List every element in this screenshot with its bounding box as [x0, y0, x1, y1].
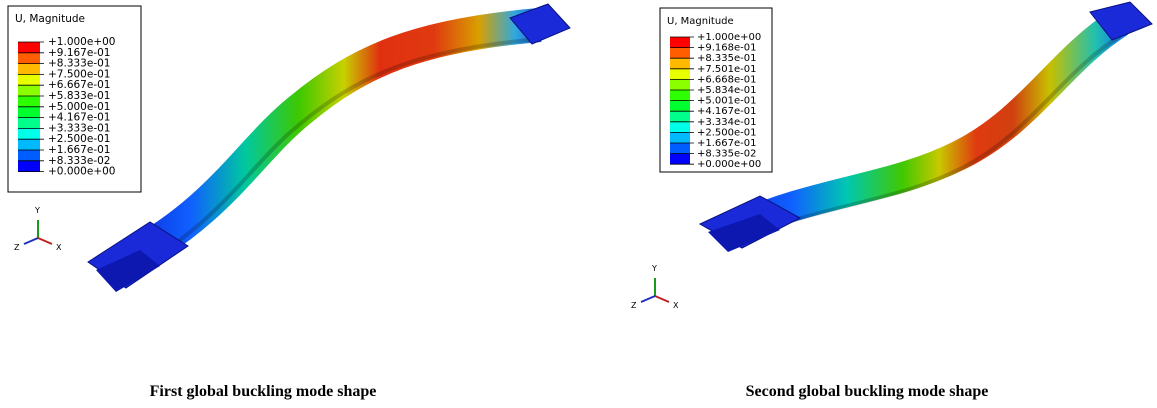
legend-color-band	[670, 37, 690, 48]
legend-label: +9.167e-01	[48, 47, 110, 59]
legend-color-band	[670, 121, 690, 133]
legend-label: +2.500e-01	[697, 127, 757, 138]
triad-label: X	[56, 243, 62, 252]
axis-triad: Y Z X	[14, 206, 62, 252]
legend-label: +5.833e-01	[48, 90, 110, 102]
legend-color-band	[670, 47, 690, 59]
legend-label: +4.167e-01	[48, 112, 110, 124]
legend-label: +1.000e+00	[697, 32, 761, 43]
triad-label: Y	[34, 206, 40, 215]
caption: First global buckling mode shape	[150, 383, 377, 400]
legend-color-band	[670, 58, 690, 69]
legend-color-band	[670, 132, 690, 143]
legend-color-band	[18, 139, 40, 150]
legend-label: +5.834e-01	[697, 85, 757, 96]
legend-label: +0.000e+00	[48, 166, 115, 178]
legend-label: +8.333e-01	[48, 58, 110, 70]
legend-color-band	[670, 79, 690, 90]
legend-label: +1.667e-01	[48, 144, 110, 156]
beam-2	[698, 1, 1153, 252]
triad-label: Y	[651, 264, 657, 273]
legend-label: +0.000e+00	[697, 159, 761, 170]
triad-label: Z	[631, 301, 637, 310]
legend-label: +9.168e-01	[697, 43, 757, 54]
caption: Second global buckling mode shape	[746, 383, 989, 400]
legend-label: +5.001e-01	[697, 96, 757, 107]
legend-color-band	[18, 106, 40, 118]
legend-color-band	[18, 117, 40, 129]
legend-label: +5.000e-01	[48, 101, 110, 113]
legend-title: U, Magnitude	[15, 13, 85, 25]
legend-label: +1.667e-01	[697, 138, 757, 149]
legend-color-band	[18, 160, 40, 172]
legend-color-band	[670, 100, 690, 112]
legend-color-band	[18, 96, 40, 107]
legend-label: +3.333e-01	[48, 122, 110, 134]
legend-color-band	[670, 153, 690, 165]
axis-triad: Y Z X	[631, 264, 679, 310]
legend-label: +2.500e-01	[48, 133, 110, 145]
legend-label: +6.667e-01	[48, 79, 110, 91]
legend-color-band	[670, 68, 690, 80]
legend-label: +8.335e-01	[697, 53, 757, 64]
triad-label: Z	[14, 243, 20, 252]
legend-label: +1.000e+00	[48, 36, 115, 48]
legend-color-band	[18, 85, 40, 96]
legend-color-band	[670, 90, 690, 101]
triad-label: X	[673, 301, 679, 310]
legend-label: +8.333e-02	[48, 155, 110, 167]
legend-color-band	[18, 63, 40, 75]
legend-color-band	[18, 74, 40, 86]
legend-label: +7.501e-01	[697, 64, 757, 75]
legend-label: +8.335e-02	[697, 149, 757, 160]
legend-color-band	[18, 128, 40, 140]
legend-color-band	[18, 52, 40, 64]
legend-color-band	[18, 42, 40, 53]
legend-title: U, Magnitude	[667, 16, 734, 27]
legend-label: +7.500e-01	[48, 68, 110, 80]
legend-label: +4.167e-01	[697, 106, 757, 117]
legend-label: +3.334e-01	[697, 117, 757, 128]
beam-1	[87, 3, 571, 292]
legend-label: +6.668e-01	[697, 74, 757, 85]
legend-color-band	[670, 111, 690, 122]
legend-color-band	[18, 150, 40, 161]
legend-color-band	[670, 143, 690, 154]
